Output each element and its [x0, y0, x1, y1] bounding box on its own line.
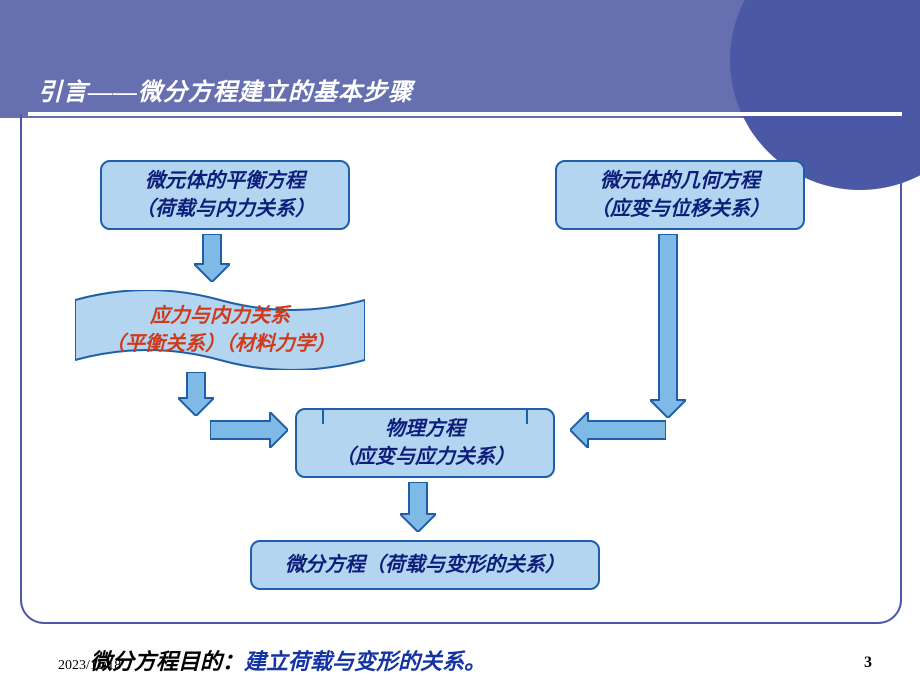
node-stress-force: 应力与内力关系（平衡关系）（材料力学）: [75, 290, 365, 370]
node-equilibrium-line1: 微元体的平衡方程: [145, 167, 305, 195]
footer-caption-value: 建立荷载与变形的关系。: [244, 649, 486, 674]
node-physics-line1: 物理方程: [385, 415, 465, 443]
node-geometric-line2: （应变与位移关系）: [590, 195, 770, 223]
footer-caption: 微分方程目的：建立荷载与变形的关系。: [90, 644, 486, 676]
arrow-right: [210, 412, 288, 448]
page-number: 3: [864, 654, 872, 672]
node-equilibrium: 微元体的平衡方程（荷载与内力关系）: [100, 160, 350, 230]
node-equilibrium-line2: （荷载与内力关系）: [135, 195, 315, 223]
node-physics-tab-right: [526, 410, 528, 424]
arrow-down: [650, 234, 686, 418]
node-physics-line2: （应变与应力关系）: [335, 443, 515, 471]
node-differential: 微分方程（荷载与变形的关系）: [250, 540, 600, 590]
node-physics-tab-left: [322, 410, 324, 424]
arrow-left: [570, 412, 666, 448]
node-geometric-line1: 微元体的几何方程: [600, 167, 760, 195]
arrow-down: [178, 372, 214, 416]
node-stress-force-text: 应力与内力关系（平衡关系）（材料力学）: [75, 302, 365, 358]
diagram-canvas: 微元体的平衡方程（荷载与内力关系） 微元体的几何方程（应变与位移关系） 微分方程（荷…: [0, 0, 920, 690]
footer-caption-label: 微分方程目的：: [90, 649, 244, 674]
arrow-down: [400, 482, 436, 532]
header-divider: [28, 112, 902, 116]
node-physics: 物理方程（应变与应力关系）: [295, 408, 555, 478]
node-geometric: 微元体的几何方程（应变与位移关系）: [555, 160, 805, 230]
arrow-down: [194, 234, 230, 282]
